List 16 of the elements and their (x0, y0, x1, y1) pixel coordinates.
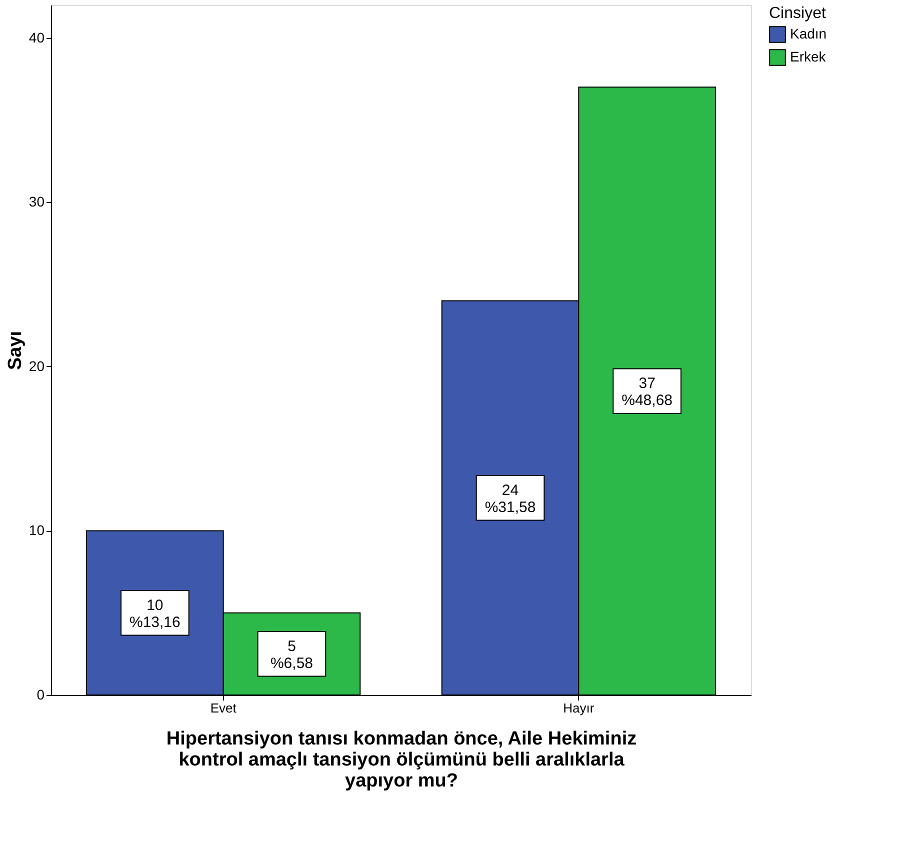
legend-title: Cinsiyet (769, 5, 826, 22)
legend-label: Kadın (790, 26, 827, 42)
data-label: 10 %13,16 (129, 596, 180, 631)
legend-label: Erkek (790, 48, 827, 64)
data-label: 37 %48,68 (622, 375, 673, 410)
x-tick-label: Hayır (563, 700, 595, 716)
y-axis-title: Sayı (4, 330, 26, 370)
y-tick-label: 40 (28, 29, 45, 46)
data-label: 5 %6,58 (270, 638, 314, 672)
x-axis-title: Hipertansiyon tanısı konmadan önce, Aile Hekiminiz kontrol amaçlı tansiyon ölçümünü belli aralıklarla yapıyor mu? (166, 728, 637, 792)
x-tick-label: Evet (210, 700, 237, 716)
y-tick-label: 10 (28, 522, 45, 538)
y-tick-label: 30 (28, 194, 45, 210)
data-label: 24 %31,58 (484, 482, 536, 516)
y-tick-label: 20 (28, 358, 45, 374)
y-tick-label: 0 (36, 686, 45, 702)
